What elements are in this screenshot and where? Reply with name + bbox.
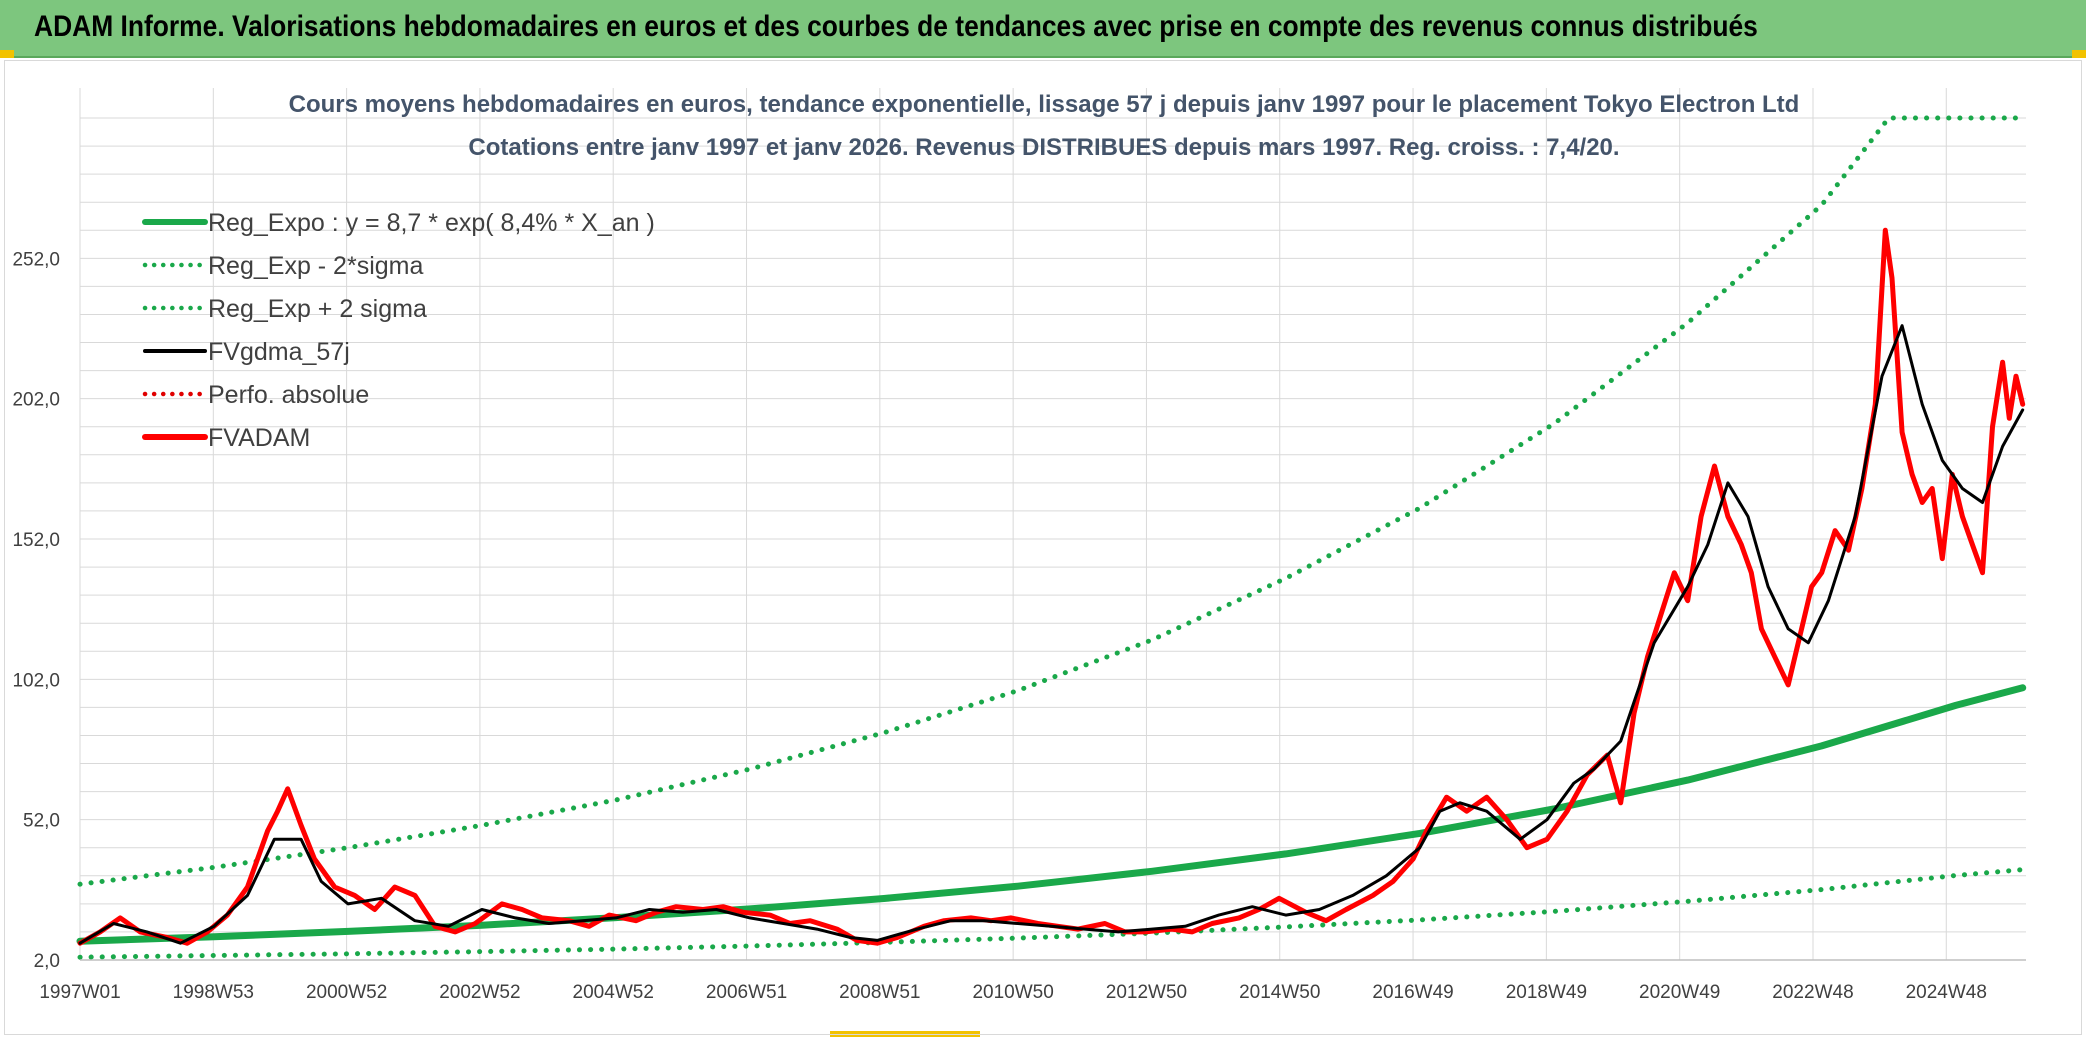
corner-accent-left [0,50,14,58]
x-tick-label: 2024W48 [1906,982,1987,1003]
y-tick-label: 52,0 [23,811,60,832]
grid-layer [79,88,2026,961]
y-tick-label: 102,0 [12,670,60,691]
legend-label: Reg_Exp - 2*sigma [208,252,423,280]
series-line-reg-expo-y-8-7-exp-8-4-x-an [76,684,2027,945]
header-banner: ADAM Informe. Valorisations hebdomadaire… [0,0,2086,58]
chart-title-line2: Cotations entre janv 1997 et janv 2026. … [468,134,1619,161]
legend-label: FVgdma_57j [208,338,350,366]
series-line-fvgdma-57j [78,324,2025,945]
y-tick-label: 2,0 [34,951,60,972]
legend: Reg_Expo : y = 8,7 * exp( 8,4% * X_an ) R… [142,209,655,452]
series-line-reg-exp-2-sigma [77,115,2026,887]
x-tick-label: 2006W51 [706,982,787,1003]
x-tick-label: 2002W52 [439,982,520,1003]
x-tick-label: 2010W50 [972,982,1053,1003]
x-tick-label: 2020W49 [1639,982,1720,1003]
legend-label: FVADAM [208,424,310,452]
legend-label: Perfo. absolue [208,381,369,409]
y-tick-label: 252,0 [12,249,60,270]
x-tick-label: 2022W48 [1772,982,1853,1003]
chart-title-line1: Cours moyens hebdomadaires en euros, ten… [289,91,1800,118]
legend-label: Reg_Expo : y = 8,7 * exp( 8,4% * X_an ) [208,209,655,237]
legend-label: Reg_Exp + 2 sigma [208,295,427,323]
corner-accent-right [2072,50,2086,58]
x-tick-label: 2014W50 [1239,982,1320,1003]
x-tick-label: 2016W49 [1372,982,1453,1003]
x-tick-label: 2018W49 [1506,982,1587,1003]
x-tick-label: 2012W50 [1106,982,1187,1003]
series-line-fvadam [77,227,2026,946]
axis-layer: 2,0 52,0 102,0 152,0 202,0 252,0 1997W01 1998W5… [12,249,2026,1003]
y-tick-label: 202,0 [12,390,60,411]
chart-frame [4,60,2082,1035]
series-layer [76,115,2027,960]
series-line-reg-exp-2-sigma [77,867,2026,960]
x-tick-label: 2008W51 [839,982,920,1003]
x-tick-label: 1998W53 [173,982,254,1003]
page-title: ADAM Informe. Valorisations hebdomadaire… [34,10,1758,43]
x-tick-label: 2004W52 [573,982,654,1003]
x-tick-label: 1997W01 [39,982,120,1003]
y-tick-label: 152,0 [12,530,60,551]
x-tick-label: 2000W52 [306,982,387,1003]
